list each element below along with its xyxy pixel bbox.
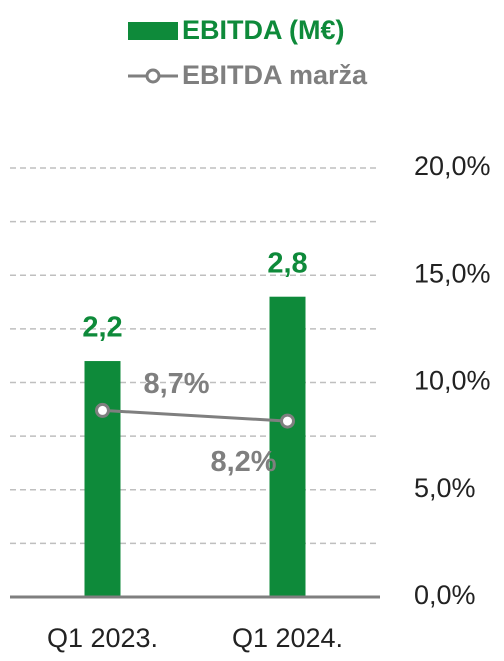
line	[102, 408, 288, 423]
y2-tick-label: 20,0%	[414, 151, 491, 181]
legend-label: EBITDA (M€)	[182, 15, 345, 45]
legend-swatch	[128, 22, 178, 40]
y2-tick-label: 10,0%	[414, 366, 491, 396]
line-value-label: 8,7%	[143, 368, 209, 400]
x-tick-label: Q1 2024.	[232, 623, 343, 653]
legend-marker	[145, 68, 161, 84]
line-marker	[280, 413, 295, 429]
bar	[84, 361, 121, 597]
line-marker	[95, 402, 110, 418]
y2-tick-label: 0,0%	[414, 580, 476, 610]
legend-label: EBITDA marža	[182, 60, 368, 90]
x-tick-label: Q1 2023.	[47, 623, 158, 653]
y2-tick-label: 15,0%	[414, 258, 491, 288]
bar	[269, 296, 306, 597]
bar-value-label: 2,2	[82, 312, 122, 344]
line-value-label: 8,2%	[210, 446, 276, 478]
bar-value-label: 2,8	[267, 247, 307, 279]
y2-tick-label: 5,0%	[414, 473, 476, 503]
